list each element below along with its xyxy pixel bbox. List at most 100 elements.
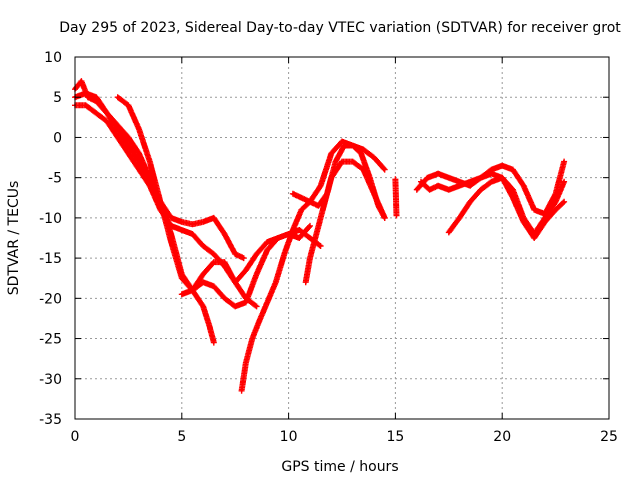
data-point [251,337,254,340]
data-point [202,244,205,248]
tick-layer: 0 5 10 15 20 25 10 5 0 -5 -10 -15 -20 -25 -30 -35 [39,50,618,445]
data-point [283,252,286,256]
data-point [127,136,130,139]
data-point [257,321,260,324]
chart-title: Day 295 of 2023, Sidereal Day-to-day VTE… [59,20,621,36]
data-point [234,305,237,308]
data-point [202,281,205,284]
data-point [80,79,83,83]
data-point [202,305,205,308]
data-point [308,256,312,260]
data-point [137,168,141,171]
data-point [116,128,119,131]
data-point [372,192,376,195]
data-point [469,200,472,203]
data-point [317,204,320,207]
y-tick-label: -25 [39,332,62,348]
data-point [116,96,119,99]
data-point [169,216,173,220]
data-point [291,228,295,232]
data-point [458,216,461,220]
data-point [240,389,243,392]
y-tick-label: 10 [44,50,62,66]
data-point [300,208,303,211]
data-point [522,184,525,187]
y-tick-label: -15 [39,251,62,267]
y-tick-label: -5 [48,171,62,187]
data-point [234,252,237,256]
data-point [469,184,472,187]
data-point [543,220,547,224]
data-point [562,180,566,183]
data-point [291,192,295,195]
data-point [202,220,205,224]
y-tick-label: -20 [39,291,62,307]
x-axis-label: GPS time / hours [281,459,398,475]
data-point [383,168,386,171]
data-point [562,200,566,203]
data-point [458,184,461,187]
data-point [244,301,248,304]
data-point [447,231,450,234]
data-point [330,176,333,179]
data-point [479,176,482,179]
series-track-9 [392,176,400,219]
data-point [212,285,215,288]
data-point [340,140,344,143]
data-point [223,232,226,236]
data-point [169,240,173,244]
data-point [212,341,215,344]
data-point [469,180,472,183]
series-track-5 [178,222,313,310]
data-point [159,200,162,203]
data-point [266,240,269,244]
series-markers [392,176,400,219]
data-point [127,104,130,107]
data-point [511,188,515,191]
data-point [95,96,98,99]
data-point [360,152,363,155]
data-point [202,273,205,276]
data-point [180,293,183,296]
data-point [244,361,248,364]
y-tick-label: 0 [53,130,62,146]
data-point [244,269,248,272]
data-point [137,160,141,163]
data-point [266,301,269,304]
data-point [334,160,337,163]
x-tick-label: 15 [386,429,404,445]
data-point [308,236,312,240]
data-point [105,112,109,115]
data-point [436,172,440,175]
y-tick-label: -30 [39,372,62,388]
data-point [137,152,141,155]
data-point [148,184,151,187]
x-tick-label: 20 [493,429,511,445]
series-markers [72,78,247,262]
data-point [274,281,277,284]
data-point [351,144,354,147]
data-point [127,144,130,147]
data-point [415,188,418,191]
data-point [428,188,431,191]
series-track-1 [72,78,247,262]
data-point [479,188,482,191]
data-point [191,223,194,226]
data-point [383,216,386,220]
y-tick-label: -35 [39,412,62,428]
series-track-7 [302,158,388,286]
data-point [395,214,398,217]
data-point [340,160,344,163]
data-point [554,208,557,211]
data-point [234,281,237,284]
data-point [148,160,151,163]
data-layer [72,78,568,394]
data-point [212,260,215,264]
data-point [308,200,312,203]
x-tick-label: 10 [280,429,298,445]
data-point [191,289,194,292]
data-point [223,260,226,264]
data-point [116,136,119,139]
data-point [276,236,280,240]
